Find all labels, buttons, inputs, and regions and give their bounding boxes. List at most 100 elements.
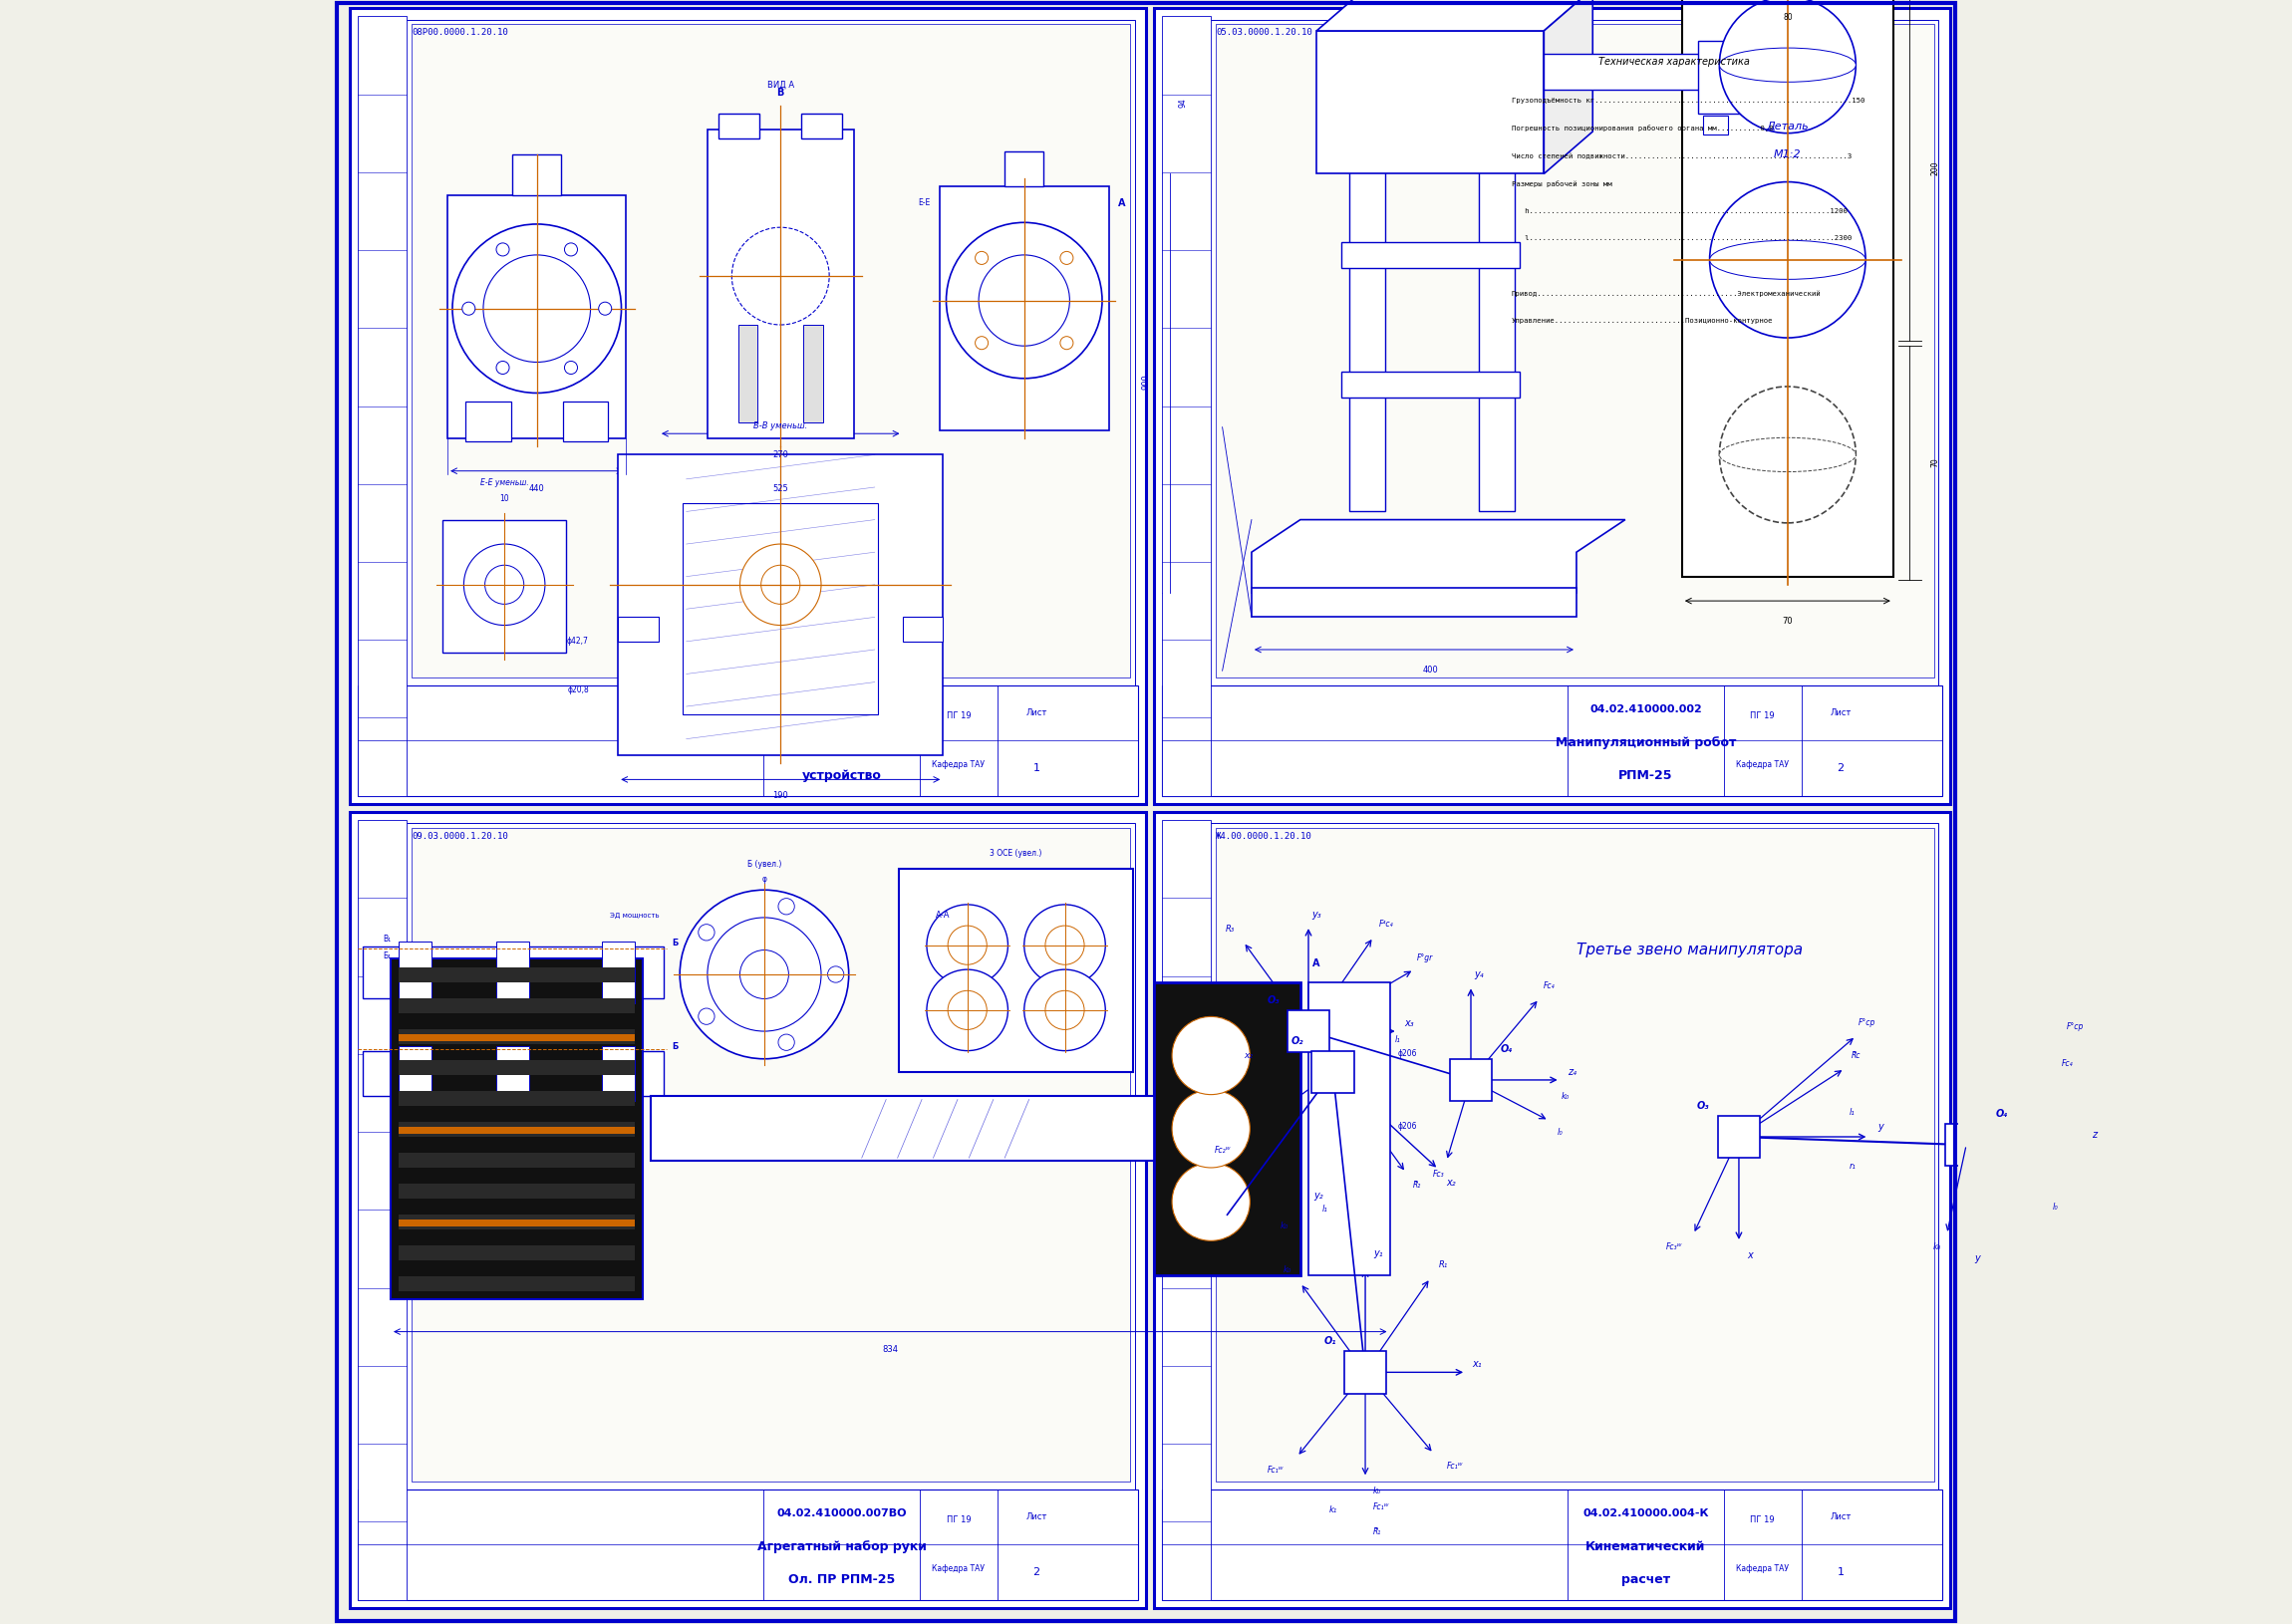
Bar <box>619 455 942 755</box>
Circle shape <box>598 302 612 315</box>
Bar <box>362 947 665 999</box>
Text: РПМ-25: РПМ-25 <box>1618 770 1673 783</box>
Bar <box>1350 154 1384 512</box>
Circle shape <box>947 222 1102 378</box>
Text: М1:2: М1:2 <box>1774 149 1802 159</box>
Bar <box>683 503 878 715</box>
Text: 900: 900 <box>1141 374 1151 390</box>
Text: O₃: O₃ <box>1267 996 1279 1005</box>
Text: 440: 440 <box>529 484 545 494</box>
Text: Агрегатный набор руки: Агрегатный набор руки <box>756 1540 926 1553</box>
Text: 10: 10 <box>500 494 509 503</box>
Text: y₃: y₃ <box>1311 909 1322 919</box>
Polygon shape <box>1316 0 1593 31</box>
Text: Fc₄: Fc₄ <box>2061 1059 2072 1069</box>
Text: k₀: k₀ <box>1284 1265 1290 1275</box>
Circle shape <box>1710 182 1866 338</box>
Text: Кафедра ТАУ: Кафедра ТАУ <box>1735 760 1790 770</box>
Circle shape <box>926 970 1008 1051</box>
Bar <box>399 1276 635 1291</box>
Text: Третье звено манипулятора: Третье звено манипулятора <box>1577 942 1804 958</box>
Text: l₁: l₁ <box>1850 1108 1857 1117</box>
Text: Б (увел.): Б (увел.) <box>747 859 782 869</box>
Circle shape <box>979 255 1070 346</box>
Text: Техническая характеристика: Техническая характеристика <box>1598 57 1749 67</box>
Bar <box>603 1046 635 1101</box>
Bar <box>1155 8 1950 804</box>
Text: Лист: Лист <box>1027 1512 1047 1522</box>
Text: Привод..............................................Электромеханический: Привод..................................… <box>1510 291 1822 297</box>
Text: 94: 94 <box>1178 97 1187 107</box>
Circle shape <box>463 302 474 315</box>
Bar <box>1162 685 1941 796</box>
Text: Б: Б <box>672 939 678 947</box>
Text: y: y <box>1973 1254 1980 1263</box>
Bar <box>465 401 511 442</box>
Bar <box>399 1034 635 1041</box>
Text: k₁: k₁ <box>1329 1505 1336 1515</box>
Circle shape <box>486 565 525 604</box>
Bar <box>1341 372 1520 398</box>
Text: Грузоподъёмность кг...........................................................15: Грузоподъёмность кг.....................… <box>1510 97 1866 104</box>
Text: l₀: l₀ <box>1556 1127 1563 1137</box>
Text: Б: Б <box>672 1043 678 1051</box>
Text: 270: 270 <box>772 450 788 460</box>
Text: А-А: А-А <box>935 911 951 919</box>
Text: ϕ206: ϕ206 <box>1398 1049 1416 1057</box>
Circle shape <box>1061 336 1073 349</box>
Bar <box>1478 154 1515 512</box>
Text: Размеры рабочей зоны мм: Размеры рабочей зоны мм <box>1510 180 1611 187</box>
Text: l₁: l₁ <box>1396 1034 1400 1044</box>
Circle shape <box>497 244 509 257</box>
Bar <box>1717 1116 1760 1158</box>
Bar <box>1311 1051 1355 1093</box>
Circle shape <box>1061 252 1073 265</box>
Circle shape <box>1025 905 1105 986</box>
Circle shape <box>681 890 848 1059</box>
Text: 04.02.410000.004-К: 04.02.410000.004-К <box>1581 1509 1708 1518</box>
Bar <box>1698 41 1744 114</box>
Text: ПГ 19: ПГ 19 <box>947 711 972 721</box>
Bar <box>1167 823 1939 1596</box>
Bar <box>738 325 759 422</box>
Circle shape <box>484 255 591 362</box>
Polygon shape <box>1545 0 1593 174</box>
Text: расчет: расчет <box>1620 1574 1671 1587</box>
Bar <box>898 869 1132 1072</box>
Circle shape <box>1025 970 1105 1051</box>
Text: ЭД мощность: ЭД мощность <box>610 913 660 919</box>
Bar <box>358 16 408 796</box>
Text: Манипуляционный робот: Манипуляционный робот <box>1556 736 1735 749</box>
Text: 200: 200 <box>1930 161 1939 175</box>
Text: z₄: z₄ <box>1568 1067 1577 1077</box>
Bar <box>497 942 529 1004</box>
Text: A: A <box>1118 198 1125 208</box>
Text: Ж4.00.0000.1.20.10: Ж4.00.0000.1.20.10 <box>1215 831 1313 841</box>
Bar <box>1703 115 1728 135</box>
Text: B₁: B₁ <box>383 935 390 944</box>
Text: ϕ42,7: ϕ42,7 <box>566 637 589 646</box>
Text: 1: 1 <box>1838 1567 1845 1577</box>
Text: ПГ 19: ПГ 19 <box>1751 711 1774 721</box>
Text: 834: 834 <box>882 1345 898 1354</box>
Ellipse shape <box>1719 437 1857 471</box>
Text: Fc₃: Fc₃ <box>1432 1169 1444 1179</box>
Text: E-E: E-E <box>917 198 931 208</box>
Text: R₁: R₁ <box>1439 1260 1449 1270</box>
Bar <box>720 114 759 138</box>
Text: Погрешность позиционирования рабочего органа мм..........0,8: Погрешность позиционирования рабочего ор… <box>1510 125 1774 132</box>
Text: 80: 80 <box>1783 13 1792 23</box>
Text: x₂: x₂ <box>1446 1177 1455 1187</box>
Text: 3 ОСЕ (увел.): 3 ОСЕ (увел.) <box>990 848 1043 857</box>
Bar <box>413 24 1130 677</box>
Text: 2: 2 <box>1034 1567 1041 1577</box>
Bar <box>362 1051 665 1096</box>
Text: 08Р00.0000.1.20.10: 08Р00.0000.1.20.10 <box>413 28 509 37</box>
Text: Кафедра ТАУ: Кафедра ТАУ <box>933 1564 986 1574</box>
Circle shape <box>1171 1017 1249 1095</box>
Circle shape <box>1171 1163 1249 1241</box>
Bar <box>358 685 1137 796</box>
Circle shape <box>497 361 509 374</box>
Bar <box>940 187 1109 430</box>
Text: O₂: O₂ <box>1290 1036 1304 1046</box>
